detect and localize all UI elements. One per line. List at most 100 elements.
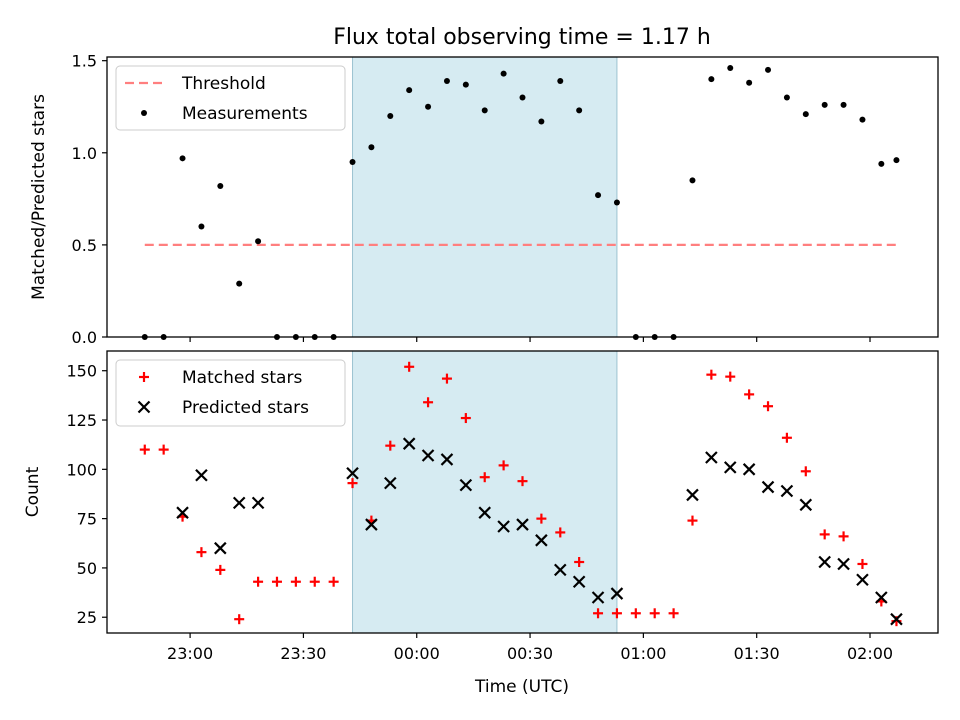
predicted-star-point xyxy=(856,573,869,587)
measurement-point xyxy=(500,70,507,77)
legend-label: Predicted stars xyxy=(182,398,309,418)
bottom-y-tick-label: 75 xyxy=(77,510,97,529)
predicted-star-point xyxy=(761,480,775,494)
matched-star-point xyxy=(404,361,415,372)
measurement-point xyxy=(538,118,545,125)
predicted-star-point xyxy=(459,478,473,492)
x-axis-label: Time (UTC) xyxy=(474,677,569,697)
matched-star-point xyxy=(215,564,226,575)
predicted-star-point xyxy=(799,498,813,512)
bottom-y-tick-label: 125 xyxy=(66,411,97,430)
bottom-legend: Matched stars Predicted stars xyxy=(115,359,346,427)
bottom-panel: 25 50 75 100 125 150 23:00 23:30 00:00 00:30 01:0… xyxy=(23,350,939,697)
legend-measurement-swatch xyxy=(141,110,147,116)
legend-label: Threshold xyxy=(181,74,266,94)
matched-star-point xyxy=(139,444,150,455)
measurement-point xyxy=(255,238,262,245)
legend-box xyxy=(115,65,346,131)
top-axes-frame xyxy=(106,56,939,338)
bottom-x-ticks: 23:00 23:30 00:00 00:30 01:00 01:30 02:00 xyxy=(167,633,893,663)
measurement-point xyxy=(765,66,772,73)
observing-period-band-bottom xyxy=(352,350,618,634)
top-panel: 0.0 0.5 1.0 1.5 Matched/Predicted stars Thr… xyxy=(29,52,939,347)
measurement-point xyxy=(217,182,224,189)
legend-label: Matched stars xyxy=(182,368,302,388)
measurement-point xyxy=(783,94,790,101)
measurement-point xyxy=(859,116,866,123)
measurement-point xyxy=(576,107,583,114)
matched-star-point xyxy=(460,413,471,424)
predicted-star-point xyxy=(742,463,756,476)
matched-star-point xyxy=(630,608,641,619)
measurement-point xyxy=(557,77,564,84)
predicted-star-point xyxy=(421,449,435,462)
matched-star-point xyxy=(196,547,207,558)
matched-star-point xyxy=(328,576,339,587)
matched-star-point xyxy=(744,389,755,400)
matched-star-point xyxy=(555,527,566,538)
measurement-point xyxy=(198,223,205,230)
top-y-tick-label: 1.5 xyxy=(72,52,97,71)
matched-star-point xyxy=(800,466,811,477)
predicted-star-point xyxy=(440,453,454,466)
matched-star-point xyxy=(857,558,868,569)
legend-matched-swatch xyxy=(139,372,149,382)
matched-star-point xyxy=(706,369,717,380)
matched-stars-series xyxy=(139,361,902,627)
matched-star-point xyxy=(479,472,490,483)
measurement-point xyxy=(481,107,488,114)
measurement-point xyxy=(236,280,243,287)
matched-star-point xyxy=(517,476,528,487)
predicted-star-point xyxy=(705,451,718,464)
bottom-y-tick-label: 50 xyxy=(77,559,97,578)
matched-star-point xyxy=(781,432,792,443)
top-legend: Threshold Measurements xyxy=(115,65,346,131)
legend-label: Measurements xyxy=(182,104,308,124)
bottom-x-tick-label: 01:30 xyxy=(734,644,780,663)
measurement-point xyxy=(708,76,715,83)
measurement-point xyxy=(519,94,526,101)
predicted-star-point xyxy=(232,496,246,510)
predicted-star-point xyxy=(535,534,548,547)
measurement-point xyxy=(595,192,602,199)
matched-star-point xyxy=(668,608,679,619)
predicted-star-point xyxy=(176,506,189,519)
matched-star-point xyxy=(763,401,774,412)
legend-box xyxy=(115,359,346,427)
measurement-point xyxy=(878,160,885,167)
measurement-point xyxy=(179,155,186,162)
predicted-star-point xyxy=(837,557,850,571)
predicted-star-point xyxy=(346,466,359,480)
predicted-stars-series xyxy=(176,437,903,626)
measurement-point xyxy=(613,199,620,206)
measurement-point xyxy=(387,112,394,119)
matched-star-point xyxy=(423,397,434,408)
matched-star-point xyxy=(234,614,245,625)
chart-title: Flux total observing time = 1.17 h xyxy=(333,25,711,50)
predicted-star-point xyxy=(497,520,510,533)
bottom-axes-frame xyxy=(106,350,939,634)
observing-period-band-top xyxy=(352,56,618,338)
matched-star-point xyxy=(687,515,698,526)
top-y-axis-label: Matched/Predicted stars xyxy=(29,94,49,300)
matched-star-point xyxy=(593,608,604,619)
matched-star-point xyxy=(385,440,396,451)
matched-star-point xyxy=(574,557,585,568)
predicted-star-point xyxy=(610,587,624,600)
bottom-y-tick-label: 150 xyxy=(66,362,97,381)
matched-star-point xyxy=(309,576,320,587)
matched-star-point xyxy=(725,371,736,382)
predicted-star-point xyxy=(723,461,737,474)
predicted-star-point xyxy=(195,468,208,482)
matched-star-point xyxy=(838,531,849,542)
bottom-x-tick-label: 01:00 xyxy=(620,644,666,663)
matched-star-point xyxy=(441,373,452,384)
predicted-star-point xyxy=(516,518,529,531)
predicted-star-point xyxy=(251,496,265,510)
matched-star-point xyxy=(611,608,622,619)
measurement-point xyxy=(840,101,847,108)
top-y-tick-label: 1.0 xyxy=(72,144,97,163)
predicted-star-point xyxy=(890,612,903,626)
measurement-point xyxy=(368,144,375,151)
